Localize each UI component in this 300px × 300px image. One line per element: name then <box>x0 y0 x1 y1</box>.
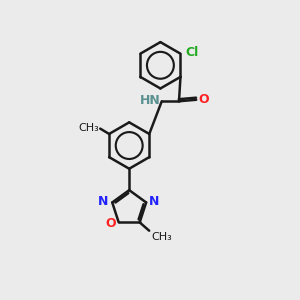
Text: O: O <box>199 93 209 106</box>
Text: Cl: Cl <box>185 46 198 59</box>
Text: CH₃: CH₃ <box>78 123 99 133</box>
Text: O: O <box>105 217 116 230</box>
Text: CH₃: CH₃ <box>151 232 172 242</box>
Text: HN: HN <box>140 94 160 106</box>
Text: N: N <box>149 195 160 208</box>
Text: N: N <box>98 195 109 208</box>
